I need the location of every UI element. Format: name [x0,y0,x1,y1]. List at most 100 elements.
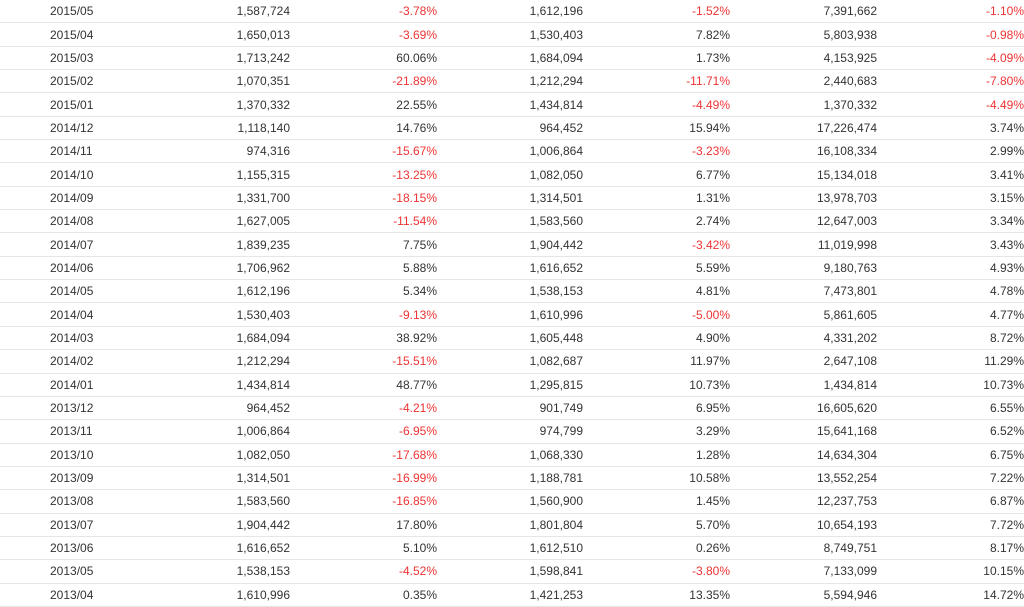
change-c-cell: 6.52% [877,419,1024,444]
value-b-cell: 901,749 [437,396,583,421]
change-b-cell: -5.00% [583,302,730,327]
change-c-cell: -7.80% [877,69,1024,94]
change-b-cell: 10.73% [583,373,730,397]
value-b-cell: 1,434,814 [437,92,583,117]
table-row: 2014/05 1,612,196 5.34% 1,538,153 4.81% 7,473… [0,279,1024,304]
value-c-cell: 15,134,018 [730,162,877,187]
value-b-cell: 1,538,153 [437,279,583,304]
change-a-cell: -9.13% [290,302,437,327]
table-row: 2015/01 1,370,332 22.55% 1,434,814 -4.49% 1,3… [0,92,1024,117]
value-b-cell: 1,904,442 [437,232,583,257]
value-b-cell: 1,314,501 [437,186,583,211]
change-b-cell: 10.58% [583,466,730,491]
change-c-cell: 4.78% [877,279,1024,304]
change-b-cell: -3.42% [583,232,730,257]
table-row: 2013/04 1,610,996 0.35% 1,421,253 13.35% 5,59… [0,583,1024,607]
change-b-cell: 4.81% [583,279,730,304]
change-c-cell: 3.15% [877,186,1024,211]
table-row: 2014/01 1,434,814 48.77% 1,295,815 10.73% 1,4… [0,373,1024,397]
period-cell: 2013/05 [0,559,150,584]
value-a-cell: 1,331,700 [150,186,290,211]
change-c-cell: 3.74% [877,116,1024,141]
value-b-cell: 1,530,403 [437,22,583,47]
change-b-cell: 6.77% [583,162,730,187]
value-a-cell: 1,627,005 [150,209,290,234]
table-row: 2014/09 1,331,700 -18.15% 1,314,501 1.31% 13,… [0,186,1024,211]
period-cell: 2014/03 [0,326,150,351]
value-c-cell: 12,647,003 [730,209,877,234]
table-row: 2013/07 1,904,442 17.80% 1,801,804 5.70% 10,6… [0,513,1024,537]
period-cell: 2014/11 [0,139,150,164]
change-c-cell: 3.43% [877,232,1024,257]
value-c-cell: 12,237,753 [730,489,877,514]
change-a-cell: 48.77% [290,373,437,397]
table-row: 2014/06 1,706,962 5.88% 1,616,652 5.59% 9,180… [0,256,1024,281]
value-c-cell: 5,861,605 [730,302,877,327]
value-b-cell: 1,684,094 [437,46,583,71]
change-a-cell: -16.99% [290,466,437,491]
change-b-cell: -1.52% [583,0,730,24]
change-a-cell: 5.88% [290,256,437,281]
change-c-cell: 10.15% [877,559,1024,584]
value-c-cell: 13,978,703 [730,186,877,211]
change-a-cell: -4.21% [290,396,437,421]
value-c-cell: 5,803,938 [730,22,877,47]
value-c-cell: 16,605,620 [730,396,877,421]
period-cell: 2014/09 [0,186,150,211]
change-b-cell: 3.29% [583,419,730,444]
value-b-cell: 1,610,996 [437,302,583,327]
value-b-cell: 1,612,510 [437,536,583,561]
change-a-cell: 60.06% [290,46,437,71]
value-b-cell: 1,082,687 [437,349,583,374]
change-c-cell: 4.77% [877,302,1024,327]
value-c-cell: 8,749,751 [730,536,877,561]
value-a-cell: 1,612,196 [150,279,290,304]
value-b-cell: 1,212,294 [437,69,583,94]
change-c-cell: 8.72% [877,326,1024,351]
period-cell: 2013/04 [0,583,150,607]
value-b-cell: 1,560,900 [437,489,583,514]
value-b-cell: 974,799 [437,419,583,444]
period-cell: 2014/08 [0,209,150,234]
value-c-cell: 11,019,998 [730,232,877,257]
change-b-cell: 13.35% [583,583,730,607]
change-a-cell: 22.55% [290,92,437,117]
change-b-cell: 1.73% [583,46,730,71]
change-a-cell: 5.34% [290,279,437,304]
change-a-cell: -21.89% [290,69,437,94]
value-a-cell: 1,538,153 [150,559,290,584]
table-row: 2015/03 1,713,242 60.06% 1,684,094 1.73% 4,15… [0,46,1024,71]
table-row: 2014/10 1,155,315 -13.25% 1,082,050 6.77% 15,… [0,162,1024,187]
period-cell: 2014/06 [0,256,150,281]
table-row: 2015/04 1,650,013 -3.69% 1,530,403 7.82% 5,80… [0,22,1024,47]
value-a-cell: 1,583,560 [150,489,290,514]
value-b-cell: 1,583,560 [437,209,583,234]
value-b-cell: 1,598,841 [437,559,583,584]
value-a-cell: 1,713,242 [150,46,290,71]
change-c-cell: 6.87% [877,489,1024,514]
value-a-cell: 964,452 [150,396,290,421]
table-row: 2013/11 1,006,864 -6.95% 974,799 3.29% 15,641… [0,419,1024,444]
change-c-cell: 4.93% [877,256,1024,281]
change-b-cell: 4.90% [583,326,730,351]
value-a-cell: 1,684,094 [150,326,290,351]
value-a-cell: 1,212,294 [150,349,290,374]
change-a-cell: -17.68% [290,443,437,467]
change-b-cell: 1.45% [583,489,730,514]
period-cell: 2014/04 [0,302,150,327]
period-cell: 2014/10 [0,162,150,187]
change-b-cell: 2.74% [583,209,730,234]
value-b-cell: 1,082,050 [437,162,583,187]
table-row: 2014/08 1,627,005 -11.54% 1,583,560 2.74% 12,… [0,209,1024,234]
table-row: 2013/08 1,583,560 -16.85% 1,560,900 1.45% 12,… [0,489,1024,514]
value-a-cell: 1,706,962 [150,256,290,281]
value-b-cell: 1,616,652 [437,256,583,281]
change-c-cell: -4.49% [877,92,1024,117]
period-cell: 2014/02 [0,349,150,374]
value-c-cell: 13,552,254 [730,466,877,491]
change-b-cell: 5.59% [583,256,730,281]
period-cell: 2015/01 [0,92,150,117]
value-a-cell: 1,610,996 [150,583,290,607]
value-c-cell: 7,391,662 [730,0,877,24]
